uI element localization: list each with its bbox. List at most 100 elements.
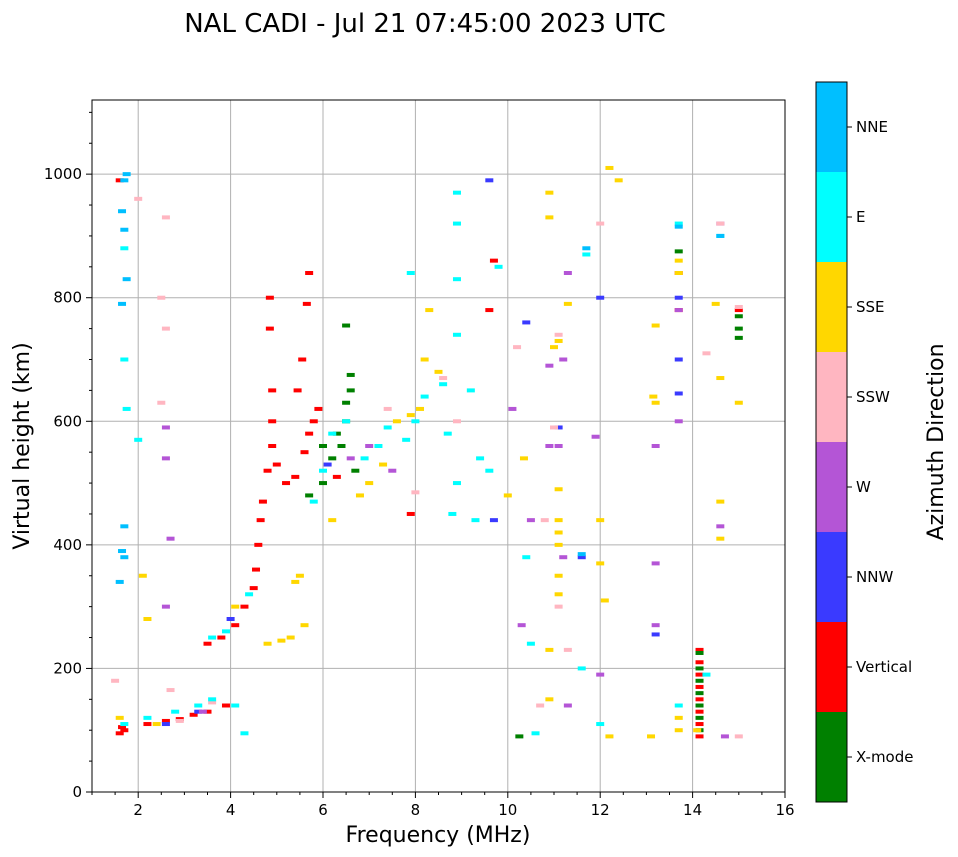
data-point [489, 258, 498, 263]
colorbar-segment [816, 82, 847, 172]
data-point [489, 518, 498, 523]
data-point [695, 672, 704, 677]
data-point [443, 431, 452, 436]
data-point [695, 709, 704, 714]
data-point [695, 647, 704, 652]
data-point [351, 468, 360, 473]
data-point [695, 684, 704, 689]
data-point [716, 524, 725, 529]
data-point [720, 734, 729, 739]
data-point [379, 462, 388, 467]
data-point [651, 400, 660, 405]
data-point [476, 456, 485, 461]
data-point [263, 468, 272, 473]
data-point [134, 437, 143, 442]
data-point [120, 246, 129, 251]
data-point [254, 542, 263, 547]
data-point [295, 573, 304, 578]
data-point [221, 629, 230, 634]
data-point [674, 295, 683, 300]
data-point [695, 678, 704, 683]
data-point [425, 308, 434, 313]
data-point [346, 456, 355, 461]
data-point [695, 722, 704, 727]
data-point [674, 703, 683, 708]
data-point [217, 635, 226, 640]
data-point [674, 391, 683, 396]
data-point [406, 413, 415, 418]
data-point [319, 481, 327, 486]
data-point [402, 437, 411, 442]
data-point [596, 561, 605, 566]
colorbar-frame [815, 81, 848, 803]
data-point [695, 703, 704, 708]
data-point [161, 718, 170, 723]
data-point [550, 425, 558, 430]
x-tick-label: 10 [498, 801, 517, 819]
data-point [300, 450, 309, 455]
data-point [122, 277, 131, 282]
data-point [600, 598, 609, 603]
data-point [208, 700, 217, 705]
data-point [522, 555, 531, 560]
data-point [309, 419, 318, 424]
data-point [519, 456, 528, 461]
data-point [249, 586, 258, 591]
data-point [563, 301, 572, 306]
plot-frame [91, 99, 786, 793]
y-tick-label: 1000 [44, 165, 82, 183]
data-point [194, 709, 203, 714]
data-point [434, 369, 443, 374]
data-point [554, 444, 563, 448]
data-point [208, 697, 217, 702]
data-point [374, 444, 383, 448]
y-tick-label: 400 [53, 536, 82, 554]
data-point [716, 376, 725, 381]
data-point [189, 712, 198, 717]
data-point [674, 728, 683, 733]
data-point [120, 357, 129, 362]
data-point [268, 419, 277, 424]
data-point [452, 481, 461, 486]
data-point [439, 382, 448, 387]
data-point [596, 672, 605, 677]
data-point [143, 715, 152, 720]
data-point [161, 456, 170, 461]
data-point [420, 394, 429, 399]
data-point [231, 604, 240, 609]
x-tick-label: 2 [133, 801, 143, 819]
data-point [577, 666, 586, 671]
data-point [596, 518, 605, 523]
data-point [383, 425, 392, 430]
data-point [143, 722, 152, 727]
data-point [120, 728, 129, 733]
data-point [342, 323, 351, 328]
data-point [175, 718, 184, 723]
data-point [545, 444, 554, 448]
colorbar-label: X-mode [856, 748, 913, 766]
data-point [161, 215, 170, 220]
series-sse [115, 165, 743, 739]
data-point [695, 697, 704, 702]
data-point [695, 715, 704, 720]
data-point [120, 227, 129, 232]
data-point [240, 604, 249, 609]
colorbar-label: E [856, 208, 865, 226]
x-tick-label: 12 [591, 801, 610, 819]
data-point [448, 511, 457, 516]
data-point [118, 549, 127, 554]
data-point [508, 406, 517, 411]
data-point [563, 271, 572, 275]
data-point [406, 271, 415, 275]
colorbar-label: SSW [856, 388, 890, 406]
x-tick-label: 16 [775, 801, 794, 819]
data-point [531, 731, 540, 736]
data-point [118, 301, 127, 306]
data-point [651, 444, 660, 448]
data-point [360, 456, 369, 461]
data-point [526, 518, 535, 523]
data-point [716, 536, 725, 541]
colorbar-segment [816, 532, 847, 622]
data-point [554, 530, 563, 535]
data-points [111, 165, 743, 739]
